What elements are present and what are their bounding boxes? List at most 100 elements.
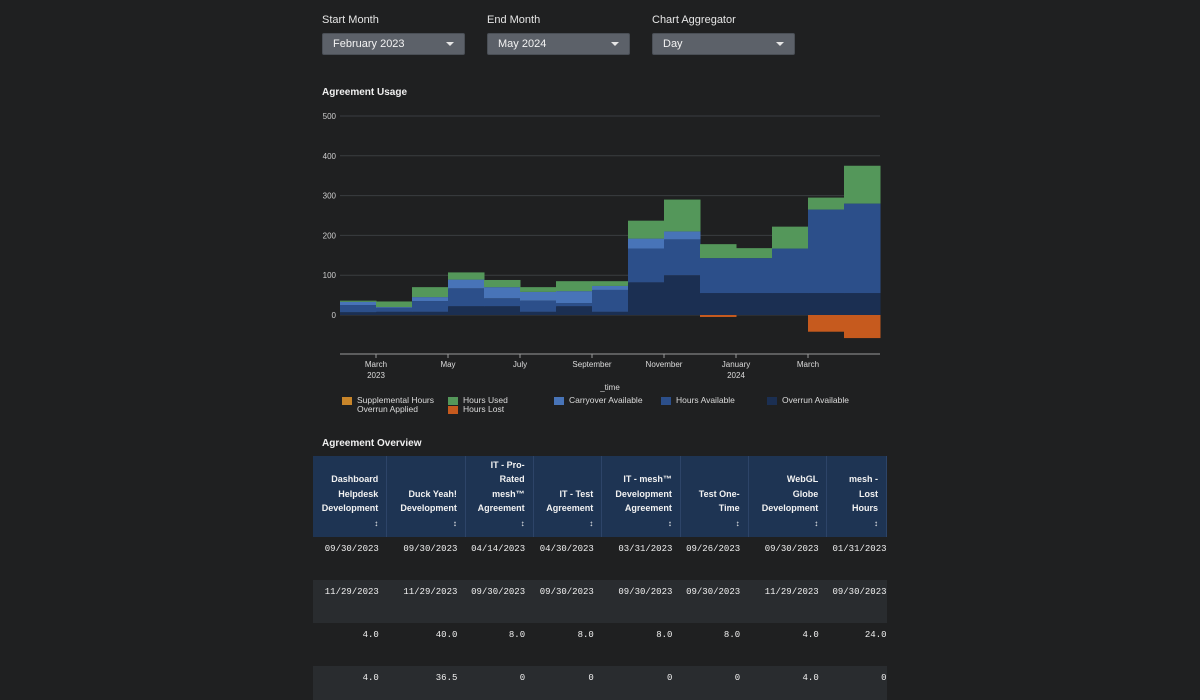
table-cell: 24.0 <box>864 630 887 640</box>
bar-segment <box>808 209 845 294</box>
bar-segment <box>772 248 809 294</box>
sort-icon[interactable]: ↕ <box>520 518 525 528</box>
column-header[interactable]: IT - Pro- Rated mesh™ Agreement ↕ <box>465 456 534 537</box>
column-header-text: Helpdesk <box>338 488 379 499</box>
column-header[interactable]: IT - mesh™ Development Agreement ↕ <box>601 456 681 537</box>
sort-icon[interactable]: ↕ <box>589 518 594 528</box>
column-header-text: Agreement <box>624 503 672 513</box>
legend-item[interactable]: Carryover Available <box>554 396 643 405</box>
x-tick-label: March <box>797 360 819 369</box>
bar-segment <box>520 300 557 312</box>
agreement-usage-title: Agreement Usage <box>322 87 408 98</box>
legend-swatch <box>448 397 458 405</box>
bar-segment <box>664 275 701 315</box>
sort-icon[interactable]: ↕ <box>667 518 672 528</box>
table-cell: 03/31/2023 <box>618 544 673 554</box>
table-cell: 01/31/2023 <box>832 544 887 554</box>
agreement-overview-title: Agreement Overview <box>322 438 422 449</box>
end-month-value: May 2024 <box>498 38 547 50</box>
column-header-text: IT - Pro- <box>490 459 525 470</box>
end-month-dropdown[interactable]: May 2024 <box>487 33 630 55</box>
bar-segment <box>628 282 665 315</box>
column-header-text: Development <box>761 503 819 513</box>
bar-segment <box>376 307 413 312</box>
table-cell: 4.0 <box>802 630 819 640</box>
bar-segment <box>556 291 593 304</box>
caret-down-icon <box>776 42 784 46</box>
chart-aggregator-dropdown[interactable]: Day <box>652 33 795 55</box>
y-tick-label: 100 <box>323 271 337 280</box>
bar-segment <box>376 307 413 308</box>
column-header-text: IT - Test <box>559 488 594 499</box>
bar-segment <box>412 301 449 312</box>
column-header-text: Development <box>321 503 379 513</box>
overview-table: Dashboard Helpdesk Development ↕ Duck Yeah! D… <box>313 456 887 700</box>
bar-segment <box>664 231 701 240</box>
table-cell: 09/30/2023 <box>826 580 887 623</box>
bar-segment <box>484 287 521 299</box>
legend-item[interactable]: Supplemental Hours Overrun Applied <box>342 396 434 414</box>
column-header-text: Rated <box>499 474 525 484</box>
legend-swatch <box>554 397 564 405</box>
bar-segment <box>340 300 377 302</box>
column-header-text: WebGL <box>786 474 819 484</box>
column-header-text: Test One- <box>698 488 740 499</box>
bar-segment <box>484 279 521 288</box>
bar-segment <box>448 272 485 280</box>
column-header[interactable]: mesh - Lost Hours ↕ <box>826 456 887 537</box>
legend-text: Hours Available <box>676 396 735 405</box>
legend-item[interactable]: Overrun Available <box>767 396 849 405</box>
column-header[interactable]: Duck Yeah! Development ↕ <box>386 456 466 537</box>
table-cell: 40.0 <box>435 630 458 640</box>
caret-down-icon <box>446 42 454 46</box>
sort-icon[interactable]: ↕ <box>735 518 740 528</box>
table-cell: 8.0 <box>577 630 594 640</box>
bar-segment <box>412 287 449 298</box>
x-tick-label: January <box>722 360 750 369</box>
sort-icon[interactable]: ↕ <box>874 518 878 528</box>
start-month-value: February 2023 <box>333 38 405 50</box>
table-cell: 36.5 <box>386 666 466 700</box>
y-tick-label: 200 <box>323 231 337 240</box>
legend-item[interactable]: Hours Available <box>661 396 735 405</box>
table-cell: 09/30/2023 <box>465 580 534 623</box>
bar-segment <box>628 248 665 283</box>
sort-icon[interactable]: ↕ <box>374 518 379 528</box>
legend-label: Supplemental Hours <box>357 395 435 405</box>
sort-icon[interactable]: ↕ <box>452 518 457 528</box>
bar-segment <box>592 285 629 290</box>
sort-icon[interactable]: ↕ <box>814 518 819 528</box>
end-month-label: End Month <box>487 14 541 26</box>
bar-segment-negative <box>844 315 881 339</box>
x-tick-sublabel: 2023 <box>367 371 385 380</box>
chart-aggregator-filter: Chart Aggregator Day <box>652 14 795 55</box>
bar-segment <box>340 301 377 306</box>
column-header[interactable]: IT - Test Agreement ↕ <box>533 456 603 537</box>
table-cell: 0 <box>680 666 749 700</box>
start-month-filter: Start Month February 2023 <box>322 14 465 55</box>
column-header[interactable]: WebGL Globe Development ↕ <box>748 456 828 537</box>
table-cell: 0 <box>533 666 602 700</box>
legend-text: Hours Used Hours Lost <box>448 396 508 414</box>
column-header-text: Agreement <box>546 503 594 513</box>
bar-segment <box>556 281 593 292</box>
legend-item[interactable]: Hours Used Hours Lost <box>448 396 508 414</box>
bar-segment <box>700 244 737 259</box>
bar-segment <box>520 311 557 315</box>
table-cell: 11/29/2023 <box>313 580 387 623</box>
bar-segment <box>556 303 593 307</box>
x-tick-label: May <box>440 360 455 369</box>
column-header-text: mesh - <box>848 474 878 484</box>
column-header[interactable]: Dashboard Helpdesk Development ↕ <box>313 456 388 537</box>
bar-segment <box>700 258 737 294</box>
bar-segment <box>484 298 521 307</box>
start-month-dropdown[interactable]: February 2023 <box>322 33 465 55</box>
legend-label: Overrun Applied <box>357 404 418 414</box>
bar-segment <box>700 293 737 315</box>
bar-segment <box>808 197 845 210</box>
table-cell: 11/29/2023 <box>748 580 827 623</box>
legend-text: Carryover Available <box>569 396 643 405</box>
table-cell: 04/14/2023 <box>471 544 526 554</box>
x-tick-label: November <box>646 360 683 369</box>
column-header[interactable]: Test One- Time ↕ <box>680 456 749 537</box>
